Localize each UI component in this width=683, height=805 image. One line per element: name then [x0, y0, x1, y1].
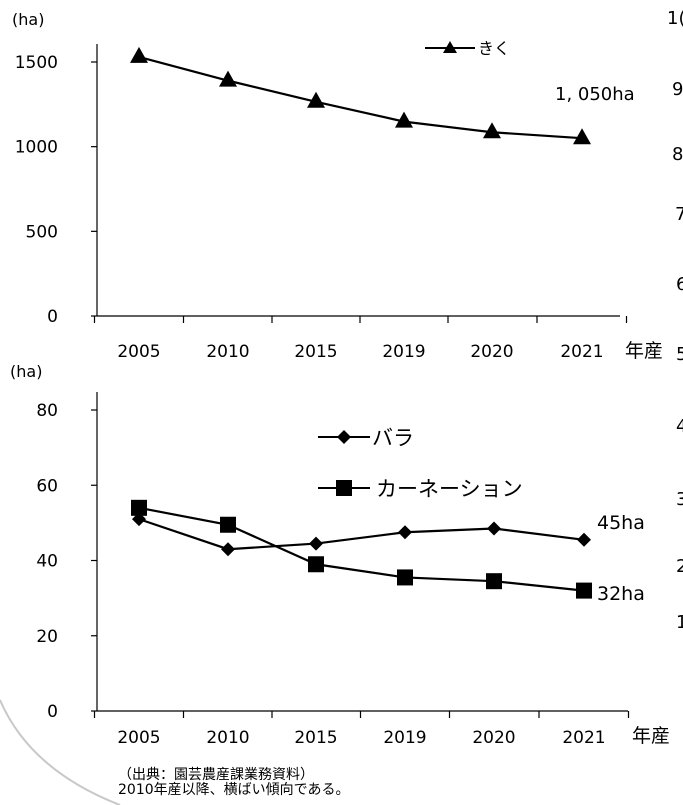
x-tick-label: 2020 — [470, 342, 513, 362]
caption: 2010年産以降、横ばい傾向である。 — [118, 782, 350, 798]
y-unit-label: (ha) — [10, 362, 42, 381]
cutoff-glyph: 1( — [667, 8, 683, 29]
legend-label-bara: バラ — [372, 426, 414, 450]
series-line-square — [138, 506, 585, 592]
y-tick-label: 80 — [36, 401, 58, 421]
data-point-triangle — [395, 111, 413, 128]
value-annotation-carnation: 32ha — [597, 583, 645, 605]
data-point-square — [308, 556, 324, 573]
x-tick-label: 2010 — [206, 342, 249, 362]
cutoff-glyph: 7 — [675, 204, 683, 225]
value-annotation-bara: 45ha — [597, 512, 645, 534]
y-tick-label: 1000 — [15, 138, 58, 158]
y-tick-label: 1500 — [15, 53, 58, 73]
x-unit-label: 年産 — [632, 725, 670, 747]
x-tick-label: 2021 — [562, 728, 605, 748]
data-point-square — [397, 569, 413, 586]
x-tick-labels: 2005 2010 2015 2019 2020 2021 — [117, 728, 605, 748]
legend: きく — [425, 39, 510, 58]
data-point-triangle — [483, 122, 501, 139]
data-point-diamond — [577, 532, 591, 547]
cutoff-glyph: 4 — [676, 416, 683, 437]
data-point-diamond — [398, 525, 412, 540]
data-point-triangle — [130, 46, 148, 63]
cutoff-glyph: 6 — [676, 274, 683, 295]
value-annotation: 1, 050ha — [555, 84, 635, 105]
legend-triangle-marker — [443, 41, 457, 53]
cutoff-axis-glyphs: 1( 9 8 7 6 5 4 3 2 1 — [667, 8, 683, 633]
data-point-diamond — [487, 521, 501, 536]
data-point-triangle — [307, 91, 325, 108]
y-tick-label: 40 — [36, 552, 58, 572]
x-tick-label: 2019 — [383, 728, 426, 748]
x-tick-label: 2010 — [206, 728, 249, 748]
cutoff-glyph: 8 — [672, 144, 683, 165]
x-tick-label: 2005 — [117, 728, 160, 748]
data-point-square — [220, 516, 236, 533]
axes — [91, 392, 630, 718]
y-unit-label: (ha) — [12, 10, 44, 29]
y-tick-labels: 0 20 40 60 80 — [36, 401, 58, 722]
data-point-diamond — [309, 536, 323, 551]
cutoff-glyph: 5 — [676, 344, 683, 365]
data-point-square — [576, 582, 592, 599]
y-tick-label: 500 — [26, 222, 58, 242]
x-tick-label: 2015 — [294, 342, 337, 362]
series-line-triangle — [138, 55, 583, 140]
legend-label-carnation: カーネーション — [376, 477, 523, 501]
series-line-diamond — [138, 518, 585, 551]
axes — [91, 44, 628, 323]
x-unit-label: 年産 — [625, 340, 663, 362]
x-tick-label: 2019 — [382, 342, 425, 362]
legend: バラ カーネーション — [318, 426, 523, 501]
legend-square-marker — [336, 480, 352, 496]
data-point-diamond — [221, 542, 235, 557]
y-tick-label: 0 — [47, 702, 58, 722]
data-point-square — [486, 573, 502, 590]
series-group — [131, 499, 592, 599]
cutoff-glyph: 3 — [676, 489, 683, 510]
x-tick-label: 2021 — [560, 342, 603, 362]
x-tick-label: 2015 — [294, 728, 337, 748]
data-point-triangle — [219, 70, 237, 87]
data-point-square — [131, 499, 147, 516]
series-group — [130, 46, 591, 145]
source-note: （出典：園芸農産課業務資料） — [118, 767, 314, 783]
x-tick-label: 2020 — [472, 728, 515, 748]
cutoff-glyph: 9 — [672, 79, 683, 100]
y-tick-label: 60 — [36, 476, 58, 496]
x-tick-labels: 2005 2010 2015 2019 2020 2021 — [117, 342, 603, 362]
legend-diamond-marker — [337, 430, 351, 444]
data-point-triangle — [573, 128, 591, 145]
y-tick-labels: 0 500 1000 1500 — [15, 53, 58, 327]
decorative-arc — [0, 699, 121, 805]
x-tick-label: 2005 — [117, 342, 160, 362]
cutoff-glyph: 2 — [676, 556, 683, 577]
cutoff-glyph: 1 — [676, 612, 683, 633]
y-tick-label: 20 — [36, 627, 58, 647]
legend-label-kiku: きく — [478, 39, 510, 58]
y-tick-label: 0 — [47, 307, 58, 327]
